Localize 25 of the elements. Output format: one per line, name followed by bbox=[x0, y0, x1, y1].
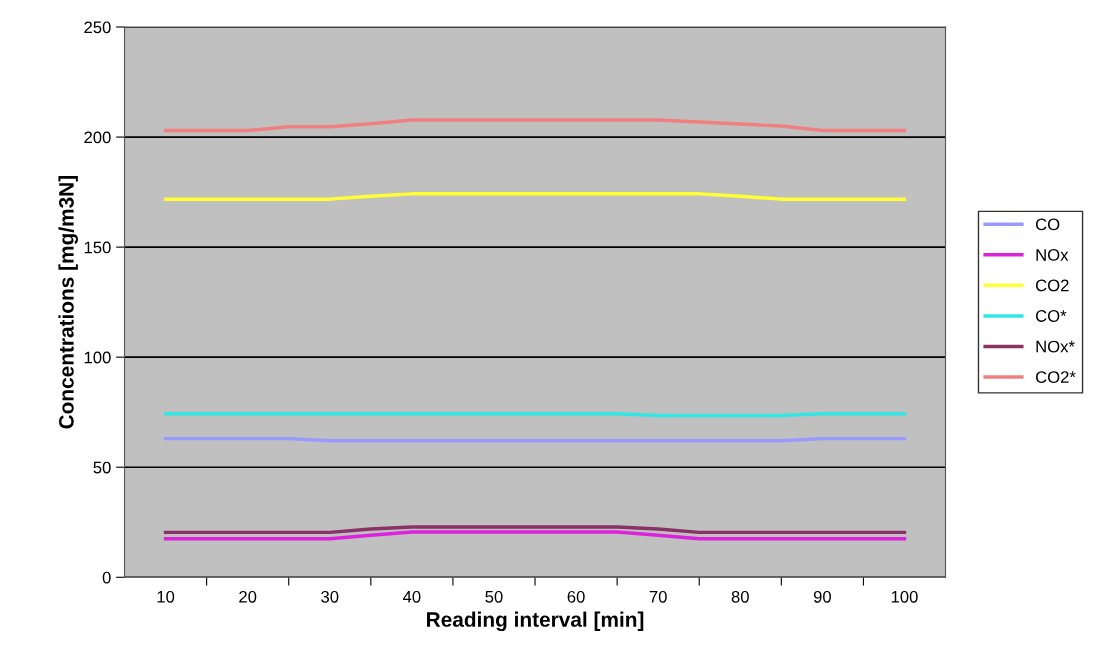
y-tick-label: 0 bbox=[102, 571, 111, 584]
legend-label: CO bbox=[1035, 218, 1060, 231]
y-tick-label: 50 bbox=[93, 461, 111, 474]
legend-label: CO2 bbox=[1035, 279, 1069, 292]
y-axis-title: Concentrations [mg/m3N] bbox=[58, 175, 78, 429]
y-tick-label: 200 bbox=[84, 131, 111, 144]
x-tick-label: 20 bbox=[239, 590, 257, 603]
x-tick-label: 50 bbox=[485, 590, 503, 603]
line-series bbox=[163, 118, 907, 133]
x-tick-label: 90 bbox=[813, 590, 831, 603]
legend-label: CO2* bbox=[1035, 371, 1076, 383]
y-tick-label: 150 bbox=[84, 241, 111, 254]
x-tick-label: 60 bbox=[567, 590, 585, 603]
y-tick-label: 100 bbox=[84, 351, 111, 364]
x-tick-label: 10 bbox=[157, 590, 175, 603]
x-tick-label: 70 bbox=[649, 590, 667, 603]
legend-label: CO* bbox=[1035, 310, 1067, 322]
legend-label: NOx* bbox=[1036, 340, 1075, 353]
legend-label: NOx bbox=[1036, 249, 1069, 261]
x-tick-label: 100 bbox=[891, 590, 918, 603]
y-tick-label: 250 bbox=[84, 21, 111, 34]
x-axis-title: Reading interval [min] bbox=[427, 611, 644, 632]
x-tick-label: 40 bbox=[402, 590, 421, 603]
x-tick-label: 80 bbox=[731, 590, 749, 603]
x-tick-label: 30 bbox=[321, 590, 339, 603]
